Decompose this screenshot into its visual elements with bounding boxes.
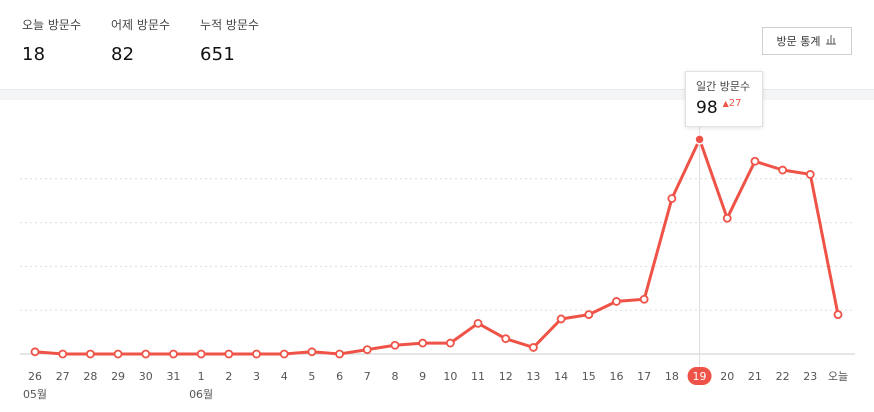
x-tick-label: 17	[637, 370, 651, 383]
today-visits-value: 18	[22, 44, 46, 65]
x-tick-highlight-badge	[687, 367, 712, 385]
total-visits-value: 651	[200, 44, 235, 65]
data-point	[30, 347, 40, 357]
x-tick-label: 오늘	[828, 370, 848, 383]
data-point	[169, 349, 178, 359]
visit-stats-button-label: 방문 통계	[776, 35, 821, 48]
data-point	[501, 334, 511, 344]
data-point	[252, 349, 261, 359]
data-point	[224, 349, 234, 359]
visit-stats-button[interactable]: 방문 통계	[762, 27, 852, 55]
data-point	[390, 340, 400, 350]
data-point	[113, 349, 123, 359]
data-point	[141, 349, 151, 359]
x-tick-label: 16	[609, 370, 623, 383]
x-tick-label: 23	[803, 370, 817, 383]
x-tick-label: 9	[419, 370, 426, 383]
data-point	[833, 310, 843, 319]
data-point	[722, 213, 732, 223]
data-point	[196, 349, 206, 359]
x-tick-label: 28	[83, 370, 97, 383]
visits-series-line	[33, 137, 840, 356]
x-tick-label: 3	[253, 370, 260, 383]
data-point	[473, 318, 483, 328]
up-arrow-icon: ▲	[722, 99, 729, 108]
x-tick-label: 6	[336, 370, 343, 383]
data-point	[584, 310, 594, 319]
x-tick-label: 4	[281, 370, 288, 383]
x-tick-label: 11	[471, 370, 485, 383]
data-point	[750, 156, 760, 166]
x-tick-label: 14	[554, 370, 568, 383]
data-point	[529, 343, 538, 352]
tooltip-delta-value: 27	[728, 98, 742, 109]
x-tick-label: 19	[693, 370, 707, 383]
data-point	[335, 349, 344, 359]
x-tick-label: 1	[198, 370, 205, 383]
data-point	[279, 349, 289, 359]
data-point	[778, 165, 788, 175]
x-month-label: 06월	[189, 388, 213, 401]
x-tick-label: 15	[582, 370, 596, 383]
x-tick-label: 31	[166, 370, 180, 383]
data-point	[362, 345, 372, 355]
data-point	[639, 294, 649, 304]
x-tick-label: 7	[364, 370, 371, 383]
yesterday-visits-value: 82	[111, 44, 135, 65]
bar-chart-icon	[825, 34, 837, 48]
x-tick-label: 20	[720, 370, 734, 383]
data-point	[612, 297, 621, 306]
x-tick-label: 27	[56, 370, 70, 383]
tooltip-title: 일간 방문수	[696, 80, 751, 93]
x-tick-label: 29	[111, 370, 125, 383]
data-point	[85, 349, 95, 359]
x-tick-label: 12	[499, 370, 513, 383]
total-visits-label: 누적 방문수	[200, 18, 260, 32]
x-month-label: 05월	[23, 388, 47, 401]
data-point	[58, 349, 68, 359]
total-visits: 누적 방문수 651	[200, 16, 259, 65]
x-tick-label: 26	[28, 370, 42, 383]
data-point	[805, 170, 815, 179]
data-point	[418, 338, 428, 348]
tooltip-delta: ▲27	[723, 98, 742, 110]
data-point-highlighted	[694, 134, 705, 145]
data-point	[445, 338, 455, 348]
tooltip-value: 98	[696, 98, 718, 118]
x-tick-label: 8	[391, 370, 398, 383]
data-point	[307, 347, 317, 357]
data-point	[667, 194, 677, 203]
section-divider	[0, 89, 874, 100]
yesterday-visits-label: 어제 방문수	[111, 18, 171, 32]
visit-summary: 오늘 방문수 18 어제 방문수 82 누적 방문수 651	[22, 16, 289, 65]
yesterday-visits: 어제 방문수 82	[111, 16, 170, 65]
x-tick-label: 10	[443, 370, 457, 383]
x-tick-label: 13	[526, 370, 540, 383]
data-point	[556, 314, 566, 324]
today-visits: 오늘 방문수 18	[22, 16, 81, 65]
today-visits-label: 오늘 방문수	[22, 18, 82, 32]
daily-visits-tooltip: 일간 방문수 98 ▲27	[685, 71, 763, 127]
x-tick-label: 22	[776, 370, 790, 383]
x-tick-label: 18	[665, 370, 679, 383]
x-tick-label: 5	[308, 370, 315, 383]
x-tick-label: 21	[748, 370, 762, 383]
x-tick-label: 2	[225, 370, 232, 383]
x-tick-label: 30	[139, 370, 153, 383]
